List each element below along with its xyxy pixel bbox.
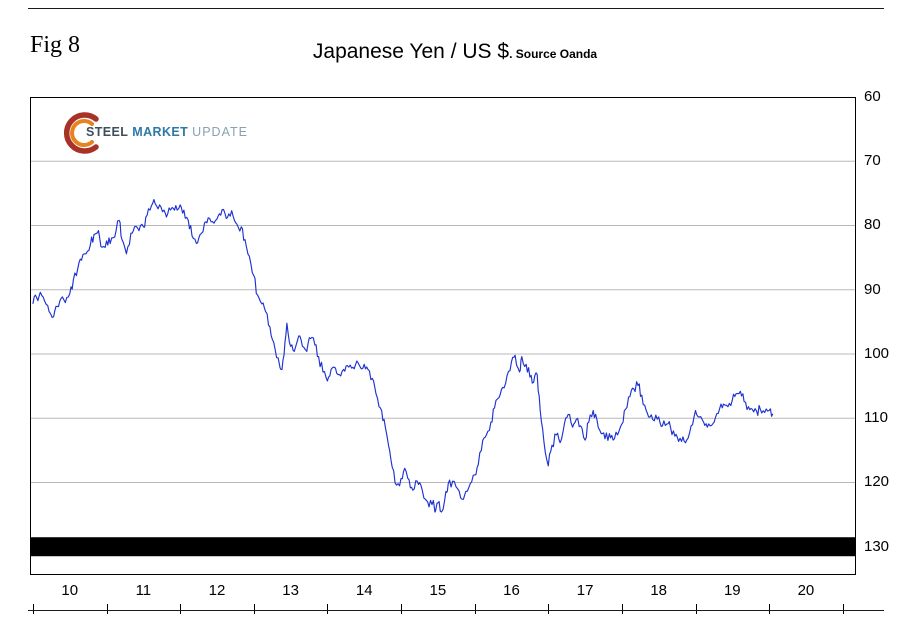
bottom-black-band [30,537,856,557]
y-axis-label: 80 [864,216,881,234]
price-chart [30,97,856,575]
x-axis-tick [769,604,771,614]
top-border-line [28,8,884,9]
x-axis-tick [695,604,697,614]
y-axis-label: 70 [864,152,881,170]
x-axis-label: 19 [723,582,741,599]
y-axis-label: 100 [864,344,890,362]
chart-title-text: Japanese Yen / US $ [312,40,510,63]
y-axis-label: 130 [864,537,890,555]
x-axis-label: 17 [576,582,594,599]
x-axis-tick [474,604,476,614]
y-axis-label: 110 [864,409,888,427]
figure-label: Fig 8 [30,32,81,58]
chart-title: Japanese Yen / US $. Source Oanda [0,40,910,64]
x-axis-label: 13 [282,582,299,599]
y-axis-label: 90 [864,280,881,298]
y-axis-label: 120 [864,473,890,491]
steel-market-update-logo: STEEL MARKET UPDATE [56,110,247,156]
plot-frame [30,97,856,575]
logo-text: STEEL MARKET UPDATE [86,125,248,139]
logo-text-update: UPDATE [192,125,248,139]
x-axis-tick [180,604,182,614]
x-axis-tick [842,604,844,614]
logo-text-steel: STEEL [86,125,129,139]
x-axis-tick [32,604,34,614]
x-axis-tick [621,604,623,614]
chart-source-note: . Source Oanda [509,47,598,61]
x-axis-tick [401,604,403,614]
x-axis-label: 12 [208,582,226,599]
x-axis-label: 14 [355,582,373,599]
x-axis-label: 20 [797,582,815,599]
x-axis-tick [106,604,108,614]
logo-swoosh-icon [64,112,99,154]
y-axis-label: 60 [864,88,881,105]
x-axis-label: 16 [503,582,520,599]
x-axis-tick [327,604,329,614]
x-axis-tick [548,604,550,614]
x-axis-tick [253,604,255,614]
price-line [32,199,774,513]
x-axis-label: 18 [650,582,668,599]
x-axis-label: 10 [61,582,79,599]
x-axis-label: 11 [135,582,152,599]
logo-text-market: MARKET [132,125,189,139]
bottom-border-line [28,610,884,611]
x-axis-label: 15 [429,582,447,599]
